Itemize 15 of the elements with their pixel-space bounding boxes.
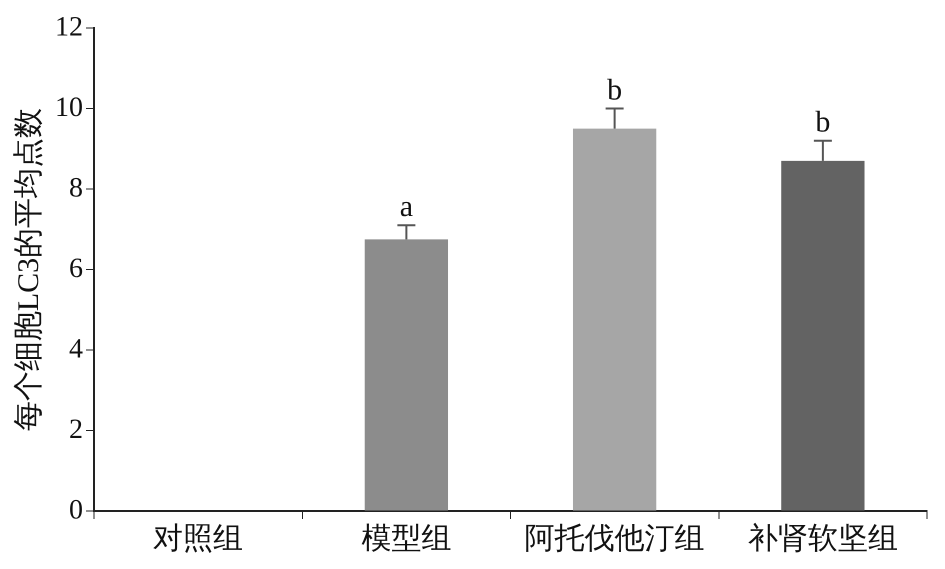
x-tick-label: 补肾软坚组 [748,522,898,555]
y-tick-label: 2 [69,414,83,445]
x-tick-label: 模型组 [361,522,452,555]
y-tick-label: 8 [69,172,83,204]
annotation: b [815,106,830,139]
x-tick-label: 对照组 [153,522,244,555]
y-tick-label: 6 [69,252,83,284]
x-tick-label: 阿托伐他汀组 [524,522,705,555]
annotation: a [400,190,414,224]
y-tick-label: 10 [55,92,83,123]
y-tick-label: 0 [69,494,83,526]
y-axis-title: 每个细胞LC3的平均点数 [12,108,45,432]
annotation: b [607,73,622,106]
y-tick-label: 4 [69,333,83,364]
y-tick-label: 12 [55,11,83,42]
